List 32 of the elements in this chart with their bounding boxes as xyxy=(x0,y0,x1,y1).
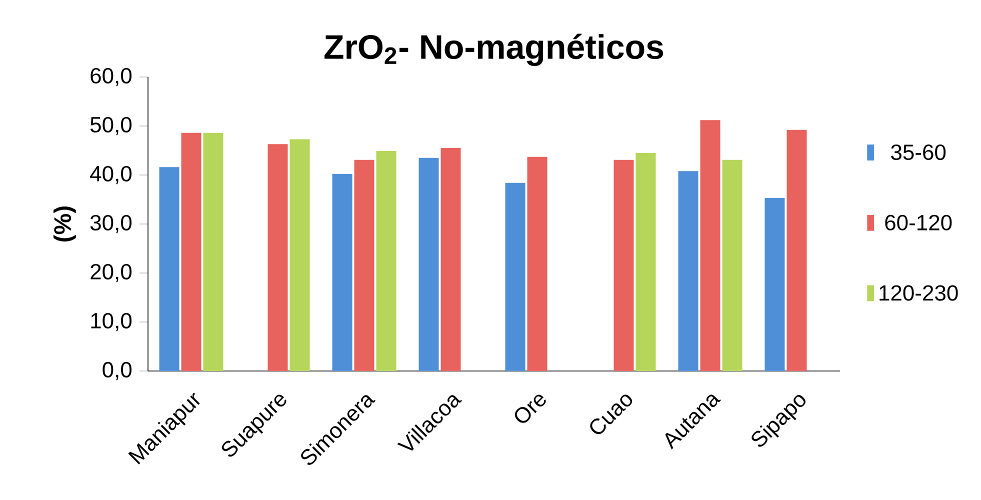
y-tick-label: 30,0 xyxy=(90,214,132,234)
y-tick-label: 20,0 xyxy=(90,264,132,282)
bar xyxy=(268,144,288,372)
legend-label: 35-60 xyxy=(891,144,946,160)
bar xyxy=(505,182,526,372)
bar xyxy=(376,151,396,372)
y-tick-label: 60,0 xyxy=(90,68,132,86)
legend-label: 120-230 xyxy=(880,285,958,301)
y-axis-title: (%) xyxy=(53,206,76,242)
y-tick-label: 10,0 xyxy=(91,312,132,332)
bar xyxy=(159,167,180,372)
bar xyxy=(700,120,720,372)
bar xyxy=(181,132,202,372)
bar xyxy=(440,148,461,372)
legend-label: 60-120 xyxy=(885,214,952,230)
y-tick-label: 40,0 xyxy=(90,166,132,184)
bar xyxy=(354,160,374,372)
bar xyxy=(636,152,656,372)
chart-title: ZrO$_{2}$- No-magnéticos xyxy=(324,34,664,66)
x-tick-label: Ore xyxy=(514,394,546,423)
bar xyxy=(722,160,742,372)
bar xyxy=(678,171,698,372)
bar xyxy=(332,174,352,372)
bar xyxy=(203,132,224,372)
y-tick-label: 50,0 xyxy=(90,116,132,136)
y-tick-label: 0,0 xyxy=(102,362,132,380)
bar xyxy=(418,158,439,372)
bar xyxy=(527,156,548,372)
bar xyxy=(614,160,634,372)
bar xyxy=(786,130,807,372)
bar xyxy=(290,139,310,372)
bar xyxy=(764,198,785,372)
